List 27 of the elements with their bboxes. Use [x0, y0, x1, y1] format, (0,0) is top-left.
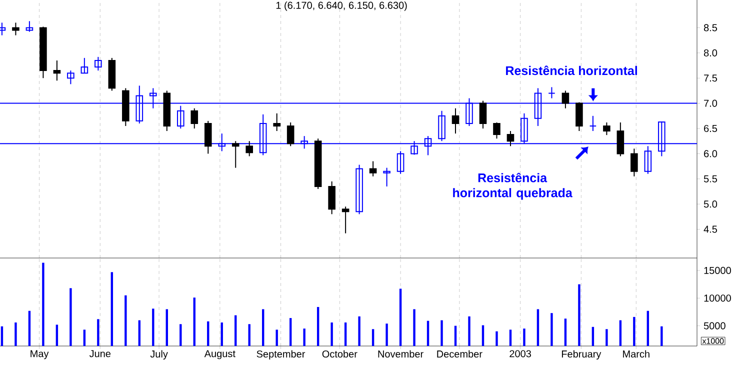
x-tick-label: June: [89, 350, 111, 358]
x-tick-label: May: [30, 350, 49, 360]
y-tick-label: 5.0: [704, 200, 718, 208]
y-tick-label: 6.0: [704, 150, 718, 158]
y-tick-label: 4.5: [704, 226, 718, 233]
y-tick-label: 10000: [704, 294, 731, 302]
x-tick-label: July: [150, 350, 168, 360]
y-tick-label: 5.5: [704, 175, 718, 182]
y-tick-label: 6.5: [704, 124, 718, 132]
x-tick-label: September: [256, 350, 306, 360]
x-tick-label: August: [204, 350, 236, 360]
chart-title: 1 (6.170, 6.640, 6.150, 6.630): [276, 2, 407, 11]
legend-label: Resistência horizontal quebrada: [453, 172, 572, 200]
x-tick-label: November: [378, 350, 424, 358]
y-tick-label: 15000: [704, 266, 731, 274]
y-tick-label: 7.5: [704, 74, 718, 82]
x-tick-label: February: [562, 350, 602, 360]
x-tick-label: December: [437, 350, 482, 358]
y-tick-label: 8.5: [704, 24, 718, 32]
y-tick-label: 8.0: [704, 49, 718, 56]
y-tick-label: 5000: [704, 322, 726, 330]
ref-line-label: Resistência horizontal: [506, 66, 637, 76]
x-tick-label: October: [322, 350, 358, 358]
y-tick-label: 7.0: [704, 100, 718, 107]
x-tick-label: 2003: [510, 350, 531, 358]
text: x1000: [702, 338, 724, 344]
x-tick-label: March: [623, 350, 650, 358]
